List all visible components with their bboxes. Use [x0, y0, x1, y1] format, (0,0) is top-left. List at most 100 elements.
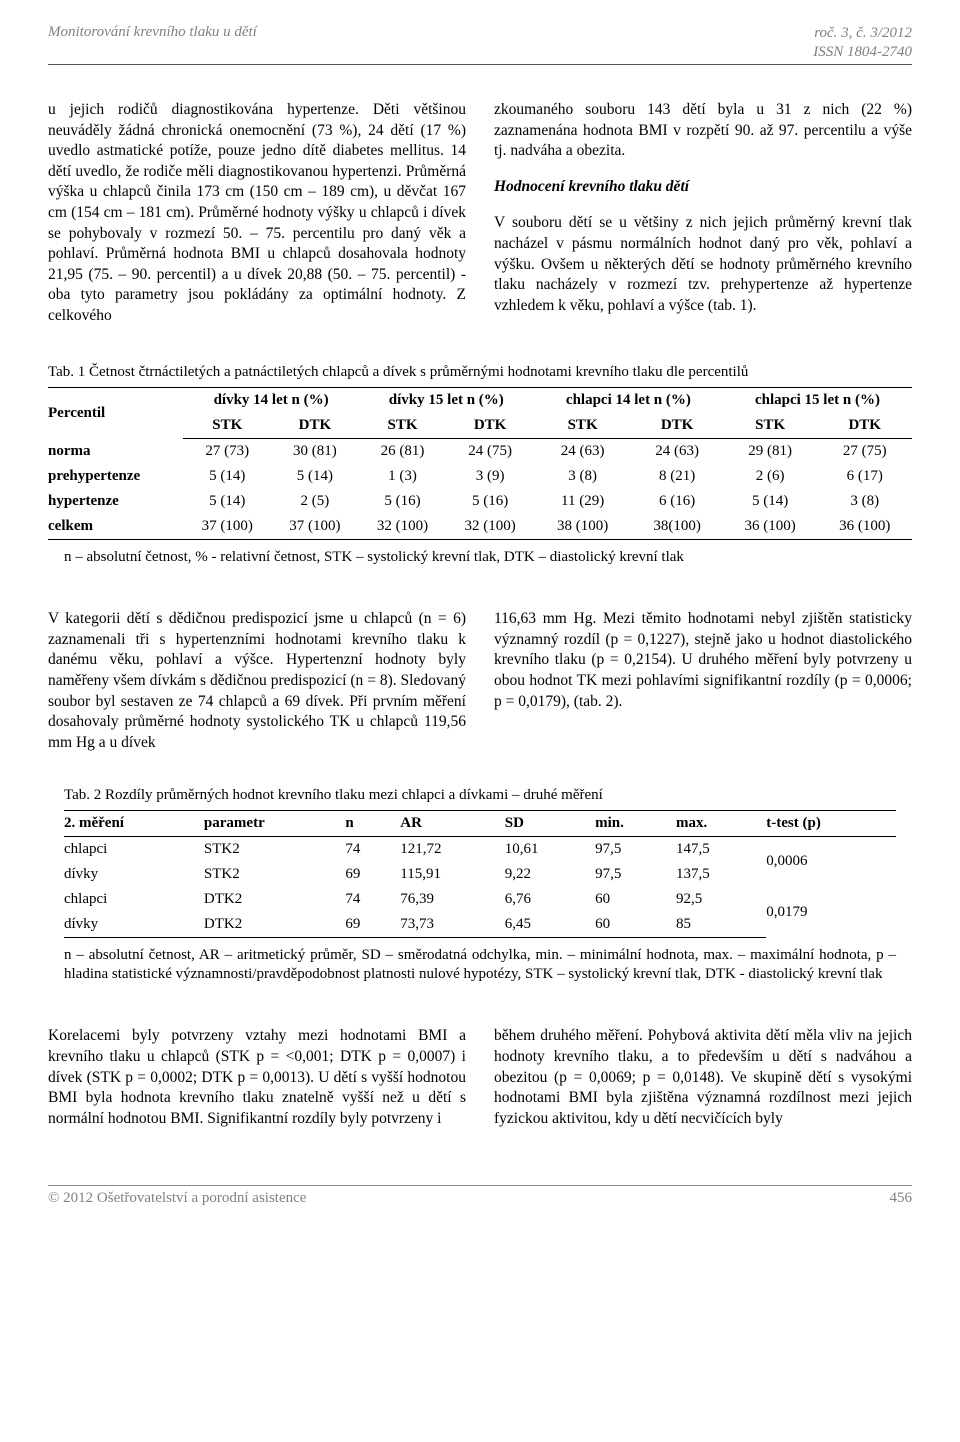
tab2-cell: DTK2 [204, 912, 346, 938]
tab2-cell: 6,76 [505, 887, 595, 912]
tab2-cell: 60 [595, 912, 676, 938]
bottom-columns: Korelacemi byly potvrzeny vztahy mezi ho… [48, 1011, 912, 1145]
tab1-group-1: dívky 15 let n (%) [359, 388, 534, 414]
header-issn: ISSN 1804-2740 [813, 43, 912, 62]
tab2-cell: 92,5 [676, 887, 766, 912]
tab1-cell: 37 (100) [271, 514, 359, 540]
tab2-cell: 115,91 [400, 862, 505, 887]
tab1-cell: 26 (81) [359, 439, 447, 465]
tab1-cell: 36 (100) [817, 514, 912, 540]
tab1-cell: 1 (3) [359, 464, 447, 489]
tab1-cell: 2 (5) [271, 489, 359, 514]
tab2-cell: dívky [64, 912, 204, 938]
footer-left: © 2012 Ošetřovatelství a porodní asisten… [48, 1190, 306, 1207]
tab2-cell: 74 [345, 836, 400, 862]
header-rule [48, 64, 912, 65]
table1: Percentil dívky 14 let n (%) dívky 15 le… [48, 387, 912, 540]
tab1-subcol: STK [183, 413, 271, 439]
tab1-row-label: prehypertenze [48, 464, 183, 489]
header-issue: roč. 3, č. 3/2012 [813, 24, 912, 43]
subheading-hodnoceni: Hodnocení krevního tlaku dětí [494, 177, 912, 198]
tab2-cell: STK2 [204, 836, 346, 862]
tab2-cell: 6,45 [505, 912, 595, 938]
tab2-cell: 97,5 [595, 836, 676, 862]
tab2-col-head: t-test (p) [766, 810, 896, 836]
tab1-subcol: STK [359, 413, 447, 439]
tab2-cell: 74 [345, 887, 400, 912]
tab1-cell: 5 (14) [183, 489, 271, 514]
tab1-group-3: chlapci 15 let n (%) [723, 388, 912, 414]
tab1-cell: 27 (73) [183, 439, 271, 465]
tab1-cell: 30 (81) [271, 439, 359, 465]
tab2-cell: STK2 [204, 862, 346, 887]
page-footer: © 2012 Ošetřovatelství a porodní asisten… [48, 1185, 912, 1207]
tab1-percentil-head: Percentil [48, 388, 183, 439]
tab2-cell: 147,5 [676, 836, 766, 862]
tab2-cell: 9,22 [505, 862, 595, 887]
tab1-subcol: DTK [271, 413, 359, 439]
tab2-cell: dívky [64, 862, 204, 887]
table2-caption: Tab. 2 Rozdíly průměrných hodnot krevníh… [64, 787, 896, 804]
tab2-cell: 69 [345, 862, 400, 887]
tab1-cell: 37 (100) [183, 514, 271, 540]
tab2-cell: chlapci [64, 887, 204, 912]
tab1-row-label: hypertenze [48, 489, 183, 514]
tab2-cell: 60 [595, 887, 676, 912]
tab1-cell: 3 (8) [534, 464, 631, 489]
tab1-cell: 3 (8) [817, 489, 912, 514]
tab1-subcol: STK [534, 413, 631, 439]
tab1-cell: 38 (100) [534, 514, 631, 540]
tab1-cell: 2 (6) [723, 464, 818, 489]
bottom-col2: během druhého měření. Pohybová aktivita … [494, 1026, 912, 1129]
tab1-cell: 5 (14) [183, 464, 271, 489]
tab2-cell: 121,72 [400, 836, 505, 862]
tab2-col-head: SD [505, 810, 595, 836]
tab1-cell: 29 (81) [723, 439, 818, 465]
mid-col1: V kategorii dětí s dědičnou predispozicí… [48, 609, 466, 753]
mid-col2: 116,63 mm Hg. Mezi těmito hodnotami neby… [494, 609, 912, 712]
tab1-cell: 27 (75) [817, 439, 912, 465]
page-header: Monitorování krevního tlaku u dětí roč. … [48, 24, 912, 62]
tab2-cell: chlapci [64, 836, 204, 862]
tab1-cell: 38(100) [631, 514, 723, 540]
intro-col1-p1: u jejich rodičů diagnostikována hyperten… [48, 100, 466, 327]
intro-columns: u jejich rodičů diagnostikována hyperten… [48, 85, 912, 343]
tab2-col-head: 2. měření [64, 810, 204, 836]
tab1-subcol: DTK [817, 413, 912, 439]
tab1-cell: 5 (16) [359, 489, 447, 514]
tab2-cell: DTK2 [204, 887, 346, 912]
mid-columns: V kategorii dětí s dědičnou predispozicí… [48, 594, 912, 769]
table2: 2. měřeníparametrnARSDmin.max.t-test (p)… [64, 810, 896, 938]
tab1-cell: 24 (75) [446, 439, 534, 465]
tab2-cell: 97,5 [595, 862, 676, 887]
table1-note: n – absolutní četnost, % - relativní čet… [64, 548, 896, 568]
table1-caption: Tab. 1 Četnost čtrnáctiletých a patnácti… [48, 364, 912, 381]
footer-page-number: 456 [890, 1190, 913, 1207]
tab2-cell: 69 [345, 912, 400, 938]
tab1-row-label: celkem [48, 514, 183, 540]
tab1-cell: 3 (9) [446, 464, 534, 489]
header-right: roč. 3, č. 3/2012 ISSN 1804-2740 [813, 24, 912, 62]
tab1-row-label: norma [48, 439, 183, 465]
tab2-col-head: min. [595, 810, 676, 836]
tab1-cell: 24 (63) [534, 439, 631, 465]
intro-col2-p1: zkoumaného souboru 143 dětí byla u 31 z … [494, 100, 912, 162]
tab2-cell: 73,73 [400, 912, 505, 938]
tab1-subcol: DTK [446, 413, 534, 439]
tab1-cell: 36 (100) [723, 514, 818, 540]
tab1-subcol: DTK [631, 413, 723, 439]
tab1-cell: 5 (14) [271, 464, 359, 489]
tab2-cell: 137,5 [676, 862, 766, 887]
tab2-cell: 85 [676, 912, 766, 938]
tab1-cell: 32 (100) [446, 514, 534, 540]
bottom-col1: Korelacemi byly potvrzeny vztahy mezi ho… [48, 1026, 466, 1129]
tab1-cell: 8 (21) [631, 464, 723, 489]
tab2-col-head: n [345, 810, 400, 836]
header-left: Monitorování krevního tlaku u dětí [48, 24, 257, 62]
intro-col2-p2: V souboru dětí se u většiny z nich jejic… [494, 213, 912, 316]
tab1-cell: 11 (29) [534, 489, 631, 514]
tab2-col-head: parametr [204, 810, 346, 836]
tab1-cell: 6 (16) [631, 489, 723, 514]
tab1-subcol: STK [723, 413, 818, 439]
tab1-cell: 5 (14) [723, 489, 818, 514]
